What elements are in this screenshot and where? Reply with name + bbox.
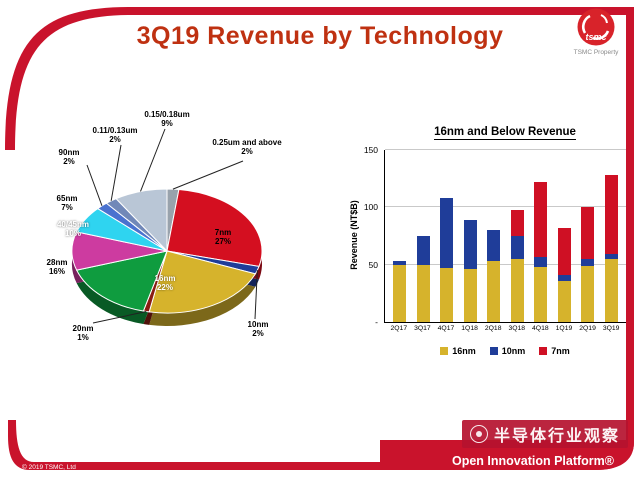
legend-item-7nm: 7nm [539,346,570,356]
tsmc-property-label: TSMC Property [573,49,619,56]
x-tick-label-1q19: 1Q19 [555,325,573,332]
x-tick-label-4q17: 4Q17 [437,325,455,332]
bar-3q18 [510,209,524,322]
bar-3q19 [604,175,618,322]
bar-segment-7nm [534,182,548,257]
x-tick-label-2q17: 2Q17 [390,325,408,332]
pie-label-7nm: 7nm 27% [214,227,232,246]
bar-2q19 [581,207,595,322]
bar-segment-16nm [440,268,454,322]
y-tick-label: 100 [363,202,378,213]
copyright-text: © 2019 TSMC, Ltd [22,464,76,471]
pie-label-011013um: 0.11/0.13um 2% [92,125,138,144]
bar-segment-16nm [581,265,595,322]
bar-chart: 16nm and Below Revenue Revenue (NT$B) 2Q… [340,118,636,378]
pie-leader-line [86,164,103,206]
bar-slot-4q17 [435,150,459,322]
pie-label-65nm: 65nm 7% [56,193,78,212]
bar-segment-10nm [487,230,501,262]
bar-1q18 [463,219,477,322]
pie-label-10nm: 10nm 2% [247,319,269,338]
x-tick-label-3q18: 3Q18 [508,325,526,332]
pie-leader-line [110,144,122,201]
y-tick-label: 50 [368,259,378,270]
bar-chart-plot [384,149,626,323]
y-tick-label: 150 [363,145,378,155]
bar-row [385,150,626,322]
x-tick-label-2q19: 2Q19 [579,325,596,332]
bar-segment-7nm [604,175,618,255]
bar-segment-7nm [557,228,571,276]
bar-slot-2q18 [482,150,506,322]
bar-chart-ylabel: Revenue (NT$B) [349,200,359,270]
bar-1q19 [557,228,571,322]
legend-label-16nm: 16nm [452,346,476,356]
bar-segment-10nm [463,219,477,270]
bar-slot-1q18 [459,150,483,322]
bar-slot-3q17 [412,150,436,322]
bar-segment-7nm [581,207,595,259]
bar-segment-10nm [581,258,595,266]
bar-slot-3q19 [600,150,624,322]
x-tick-label-2q18: 2Q18 [484,325,502,332]
bar-segment-16nm [534,266,548,322]
legend-item-10nm: 10nm [489,346,526,356]
y-tick-label: - [375,317,378,327]
legend-swatch-10nm [489,347,498,355]
open-innovation-platform-label: Open Innovation Platform® [452,454,614,468]
x-tick-label-1q18: 1Q18 [461,325,478,332]
x-tick-label-3q19: 3Q19 [602,325,620,332]
bar-4q18 [534,182,548,322]
bar-4q17 [440,198,454,322]
bar-slot-3q18 [506,150,530,322]
bar-segment-16nm [510,258,524,322]
bar-segment-16nm [463,269,477,322]
bar-segment-7nm [510,209,524,237]
x-tick-label-3q17: 3Q17 [414,325,431,332]
tsmc-wordmark: tsmc [585,32,607,42]
tsmc-logo-icon: tsmc [577,8,615,46]
pie-label-4045nm: 40/45nm 10% [56,219,90,238]
bar-segment-10nm [440,198,454,269]
watermark: 半导体行业观察 [461,420,628,448]
legend-swatch-16nm [440,347,449,355]
pie-label-28nm: 28nm 16% [46,257,68,276]
pie-chart: 0.25um and above 2% 7nm 27% 10nm 2% 16nm 22%… [15,95,340,357]
bar-slot-1q19 [553,150,577,322]
pie-label-025um-and-above: 0.25um and above 2% [212,137,282,156]
bar-chart-title: 16nm and Below Revenue [434,126,576,140]
pie-label-015018um: 0.15/0.18um 9% [144,109,190,128]
watermark-seal-icon [469,425,488,443]
page-title: 3Q19 Revenue by Technology [136,22,504,50]
pie-label-20nm: 20nm 1% [72,323,94,342]
bar-2q17 [393,261,407,322]
bar-2q18 [487,230,501,322]
tsmc-logo: tsmc TSMC Property [566,8,626,56]
bar-chart-legend: 16nm 10nm 7nm [384,346,626,356]
watermark-text: 半导体行业观察 [493,426,620,445]
bar-chart-x-axis: 2Q17 3Q17 4Q17 1Q18 2Q18 3Q18 4Q18 1Q19 2Q19 3Q19 [384,325,626,332]
bar-segment-16nm [604,258,618,322]
pie-leader-line [140,128,166,192]
bar-segment-16nm [393,264,407,322]
bar-segment-10nm [534,256,548,267]
bar-segment-16nm [487,261,501,322]
legend-item-16nm: 16nm [440,346,476,356]
bar-segment-10nm [416,236,430,265]
bar-3q17 [416,236,430,322]
pie-label-16nm: 16nm 22% [154,273,176,292]
x-tick-label-4q18: 4Q18 [532,325,549,332]
legend-swatch-7nm [539,347,548,355]
bar-segment-16nm [557,280,571,322]
pie-label-90nm: 90nm 2% [58,147,80,166]
bar-segment-10nm [510,236,524,259]
bar-slot-2q19 [576,150,600,322]
bar-segment-16nm [416,264,430,322]
legend-label-10nm: 10nm [501,346,526,356]
pie-leader-line [172,160,244,190]
bar-slot-2q17 [388,150,412,322]
bar-slot-4q18 [529,150,553,322]
legend-label-7nm: 7nm [551,346,570,356]
